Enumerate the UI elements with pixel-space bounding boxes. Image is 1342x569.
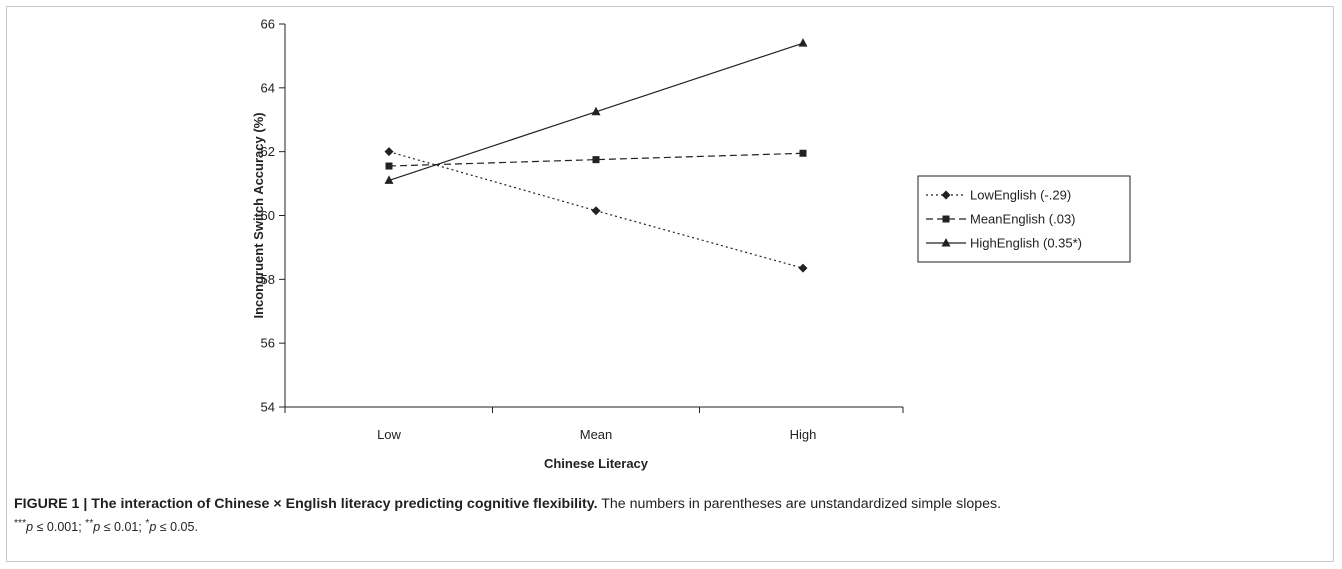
sig-text-3: ≤ 0.05. (156, 520, 198, 535)
data-point-1-3 (798, 263, 808, 273)
data-point-3-1 (384, 175, 394, 184)
caption-significance: ***p ≤ 0.001; **p ≤ 0.01; *p ≤ 0.05. (14, 514, 1324, 537)
legend-marker-2 (942, 215, 950, 223)
caption-title: FIGURE 1 | The interaction of Chinese × … (14, 496, 598, 512)
x-axis-title: Chinese Literacy (544, 456, 649, 471)
y-tick-label: 64 (261, 80, 275, 95)
legend-marker-1 (941, 190, 951, 200)
data-point-3-2 (591, 106, 601, 116)
legend-label-1: LowEnglish (-.29) (970, 188, 1071, 203)
sig-stars-3: * (145, 518, 150, 529)
chart-legend: LowEnglish (-.29) MeanEnglish (.03) HighEn… (917, 175, 1131, 263)
p-symbol-3: p (149, 520, 157, 535)
y-tick-label: 62 (261, 144, 275, 159)
data-point-3-3 (798, 38, 808, 47)
data-point-2-1 (385, 162, 393, 170)
y-axis-title: Incongruent Switch Accuracy (%) (251, 112, 266, 318)
y-tick-label: 58 (261, 272, 275, 287)
legend-label-3: HighEnglish (0.35*) (970, 236, 1082, 251)
data-point-2-3 (799, 149, 807, 157)
p-symbol-2: p (93, 520, 101, 535)
data-point-2-2 (592, 156, 600, 164)
x-tick-label: Low (377, 427, 401, 442)
p-symbol-1: p (26, 520, 34, 535)
sig-stars-2: ** (85, 518, 94, 529)
legend-label-2: MeanEnglish (.03) (970, 212, 1076, 227)
line-chart: 54 56 58 60 62 64 66 Low Mean High Chinese Literac… (251, 17, 1131, 471)
chart-axes: 54 56 58 60 62 64 66 Low Mean High Chinese Literac… (251, 17, 904, 471)
x-tick-label: High (790, 427, 817, 442)
series-line-2 (388, 152, 804, 167)
y-tick-label: 60 (261, 208, 275, 223)
data-point-1-1 (384, 147, 394, 157)
y-tick-label: 66 (261, 17, 275, 32)
sig-text-1: ≤ 0.001; (33, 520, 86, 535)
y-tick-label: 56 (261, 336, 275, 351)
chart-series (384, 38, 808, 273)
caption-body: The numbers in parentheses are unstandar… (597, 496, 1002, 512)
figure-frame (6, 6, 1334, 562)
y-tick-label: 54 (261, 400, 275, 415)
data-point-1-2 (591, 206, 601, 216)
x-tick-label: Mean (580, 427, 613, 442)
sig-stars-1: *** (14, 518, 27, 529)
figure-caption: FIGURE 1 | The interaction of Chinese × … (14, 495, 1324, 537)
sig-text-2: ≤ 0.01; (100, 520, 146, 535)
legend-marker-3 (941, 238, 951, 247)
